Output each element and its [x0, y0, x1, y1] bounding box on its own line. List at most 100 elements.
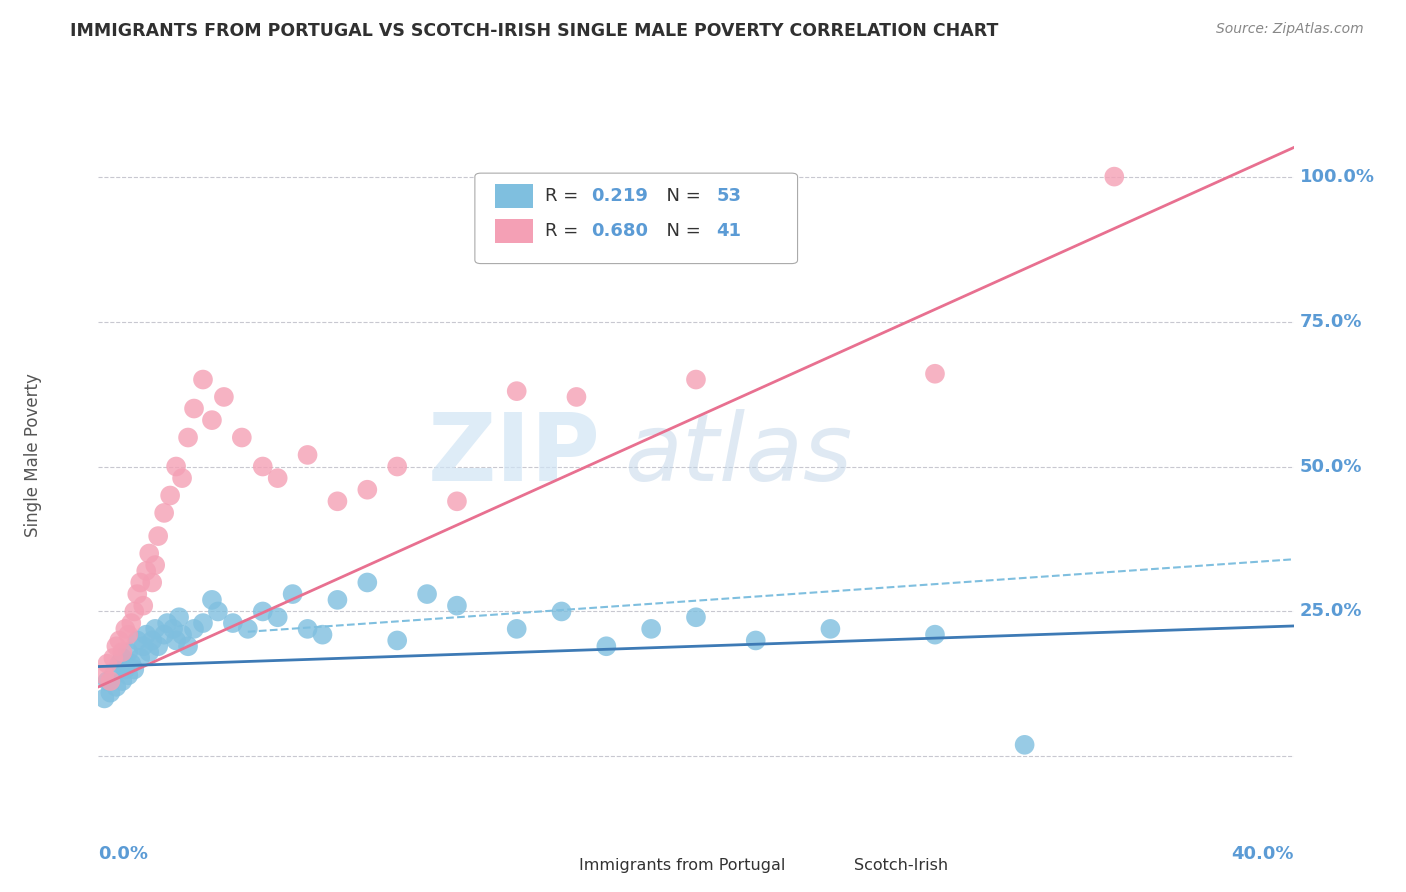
Point: [141, 575, 163, 590]
Point: [148, 529, 170, 543]
Point: [117, 668, 139, 682]
Text: 75.0%: 75.0%: [1299, 312, 1362, 331]
FancyBboxPatch shape: [475, 173, 797, 263]
Point: [143, 622, 166, 636]
Point: [172, 471, 194, 485]
Point: [114, 622, 136, 636]
Text: 0.219: 0.219: [591, 187, 648, 205]
Point: [385, 633, 409, 648]
Text: N =: N =: [655, 222, 707, 240]
Point: [124, 605, 146, 619]
Point: [93, 691, 115, 706]
Point: [167, 610, 190, 624]
Text: 50.0%: 50.0%: [1299, 458, 1362, 475]
Point: [111, 651, 134, 665]
Text: Scotch-Irish: Scotch-Irish: [853, 858, 948, 873]
Point: [165, 459, 187, 474]
Point: [446, 599, 468, 613]
Point: [156, 615, 179, 630]
Point: [820, 622, 842, 636]
Point: [93, 668, 115, 682]
Text: 0.0%: 0.0%: [98, 845, 149, 863]
Text: N =: N =: [655, 187, 707, 205]
Point: [212, 390, 235, 404]
Point: [120, 615, 142, 630]
Point: [297, 622, 319, 636]
Point: [356, 575, 378, 590]
Point: [143, 558, 166, 573]
Point: [162, 622, 184, 636]
Point: [135, 564, 157, 578]
Point: [685, 610, 707, 624]
Point: [117, 628, 139, 642]
Point: [129, 575, 152, 590]
Text: Single Male Poverty: Single Male Poverty: [24, 373, 42, 537]
Text: Source: ZipAtlas.com: Source: ZipAtlas.com: [1216, 22, 1364, 37]
Point: [148, 639, 170, 653]
Point: [129, 651, 152, 665]
Point: [183, 401, 205, 416]
Text: Immigrants from Portugal: Immigrants from Portugal: [579, 858, 785, 873]
Point: [326, 494, 349, 508]
Point: [111, 674, 134, 689]
Point: [191, 615, 214, 630]
Point: [595, 639, 617, 653]
Point: [356, 483, 378, 497]
Text: 41: 41: [716, 222, 741, 240]
Point: [153, 506, 176, 520]
Bar: [495, 184, 533, 208]
Point: [506, 622, 529, 636]
Point: [108, 633, 131, 648]
Text: ZIP: ZIP: [427, 409, 600, 501]
Point: [416, 587, 439, 601]
Text: 40.0%: 40.0%: [1232, 845, 1294, 863]
Text: R =: R =: [546, 222, 585, 240]
Point: [172, 628, 194, 642]
Point: [745, 633, 768, 648]
Point: [132, 599, 155, 613]
Bar: [495, 219, 533, 243]
Point: [183, 622, 205, 636]
Point: [105, 680, 128, 694]
Text: 0.680: 0.680: [591, 222, 648, 240]
Point: [153, 628, 176, 642]
Point: [138, 645, 160, 659]
Point: [177, 431, 200, 445]
Bar: [815, 853, 845, 878]
Text: 53: 53: [716, 187, 741, 205]
Point: [165, 633, 187, 648]
Point: [685, 373, 707, 387]
Point: [550, 605, 572, 619]
Point: [159, 489, 181, 503]
Text: 100.0%: 100.0%: [1299, 168, 1375, 186]
Point: [326, 592, 349, 607]
Point: [1104, 169, 1126, 184]
Point: [924, 628, 946, 642]
Point: [236, 622, 259, 636]
Text: R =: R =: [546, 187, 585, 205]
Point: [124, 662, 146, 677]
Bar: [540, 853, 571, 878]
Point: [135, 628, 157, 642]
Point: [281, 587, 304, 601]
Point: [117, 645, 139, 659]
Point: [105, 639, 128, 653]
Point: [108, 657, 131, 671]
Point: [385, 459, 409, 474]
Point: [297, 448, 319, 462]
Point: [141, 633, 163, 648]
Text: 25.0%: 25.0%: [1299, 602, 1362, 621]
Point: [132, 639, 155, 653]
Point: [201, 413, 224, 427]
Point: [96, 674, 118, 689]
Point: [267, 471, 290, 485]
Point: [120, 657, 142, 671]
Point: [1014, 738, 1036, 752]
Point: [191, 373, 214, 387]
Point: [96, 657, 118, 671]
Point: [201, 592, 224, 607]
Point: [252, 459, 274, 474]
Point: [103, 651, 125, 665]
Point: [252, 605, 274, 619]
Point: [114, 662, 136, 677]
